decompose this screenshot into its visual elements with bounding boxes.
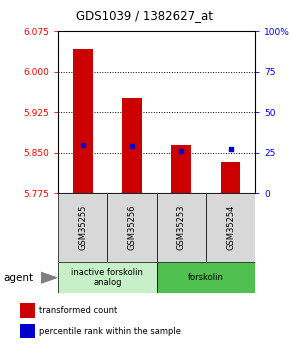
Text: GSM35255: GSM35255 — [78, 205, 87, 250]
Text: forskolin: forskolin — [188, 273, 224, 282]
Bar — [73, 49, 93, 193]
Bar — [157, 262, 255, 293]
Text: agent: agent — [3, 273, 33, 283]
Text: GSM35253: GSM35253 — [177, 205, 186, 250]
Bar — [20, 303, 35, 317]
Text: transformed count: transformed count — [39, 306, 117, 315]
Bar — [20, 324, 35, 338]
Text: inactive forskolin
analog: inactive forskolin analog — [71, 268, 143, 287]
Text: GSM35254: GSM35254 — [226, 205, 235, 250]
Bar — [58, 262, 157, 293]
Bar — [171, 145, 191, 193]
Bar — [122, 98, 142, 193]
Text: GSM35256: GSM35256 — [127, 205, 137, 250]
Bar — [157, 193, 206, 262]
Polygon shape — [41, 272, 57, 283]
Bar — [58, 193, 107, 262]
Text: GDS1039 / 1382627_at: GDS1039 / 1382627_at — [77, 9, 213, 22]
Bar — [221, 162, 240, 193]
Bar — [206, 193, 255, 262]
Bar — [107, 193, 157, 262]
Text: percentile rank within the sample: percentile rank within the sample — [39, 327, 181, 336]
